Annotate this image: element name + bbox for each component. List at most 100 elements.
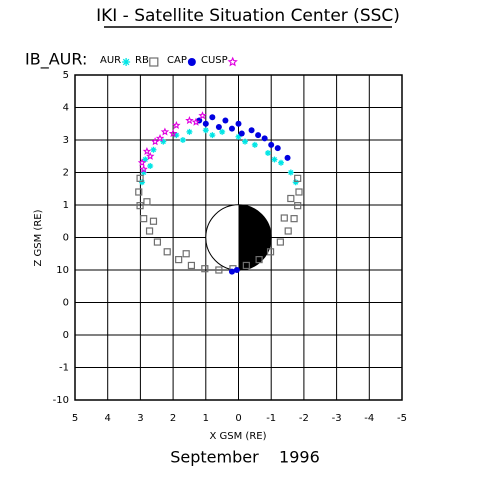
- point: [143, 198, 151, 206]
- point: [186, 128, 193, 135]
- point: [276, 238, 284, 246]
- legend-symbol: [122, 58, 131, 66]
- x-tick-label: -3: [332, 413, 342, 424]
- point: [284, 154, 291, 161]
- y-tick-label: 5: [63, 70, 69, 81]
- point: [290, 215, 298, 223]
- legend-label: CAP: [167, 55, 187, 66]
- point: [146, 151, 155, 160]
- point: [147, 163, 154, 169]
- y-tick-label: -10: [53, 395, 69, 406]
- legend-symbol: [149, 57, 159, 67]
- point: [160, 138, 167, 145]
- y-tick-label: 0: [63, 330, 69, 341]
- y-tick-label: 0: [63, 233, 69, 244]
- point: [155, 133, 165, 142]
- point: [136, 202, 144, 210]
- point: [215, 124, 222, 130]
- point: [264, 150, 271, 156]
- plot-frame: [74, 74, 403, 401]
- x-axis-label: X GSM (RE): [209, 431, 266, 442]
- point: [209, 132, 216, 139]
- point: [248, 127, 255, 134]
- point: [271, 156, 278, 163]
- point: [173, 132, 180, 139]
- point: [135, 188, 143, 196]
- point: [292, 179, 299, 186]
- point: [287, 194, 295, 203]
- point: [228, 268, 235, 275]
- legend-label: AUR: [100, 55, 121, 66]
- point: [202, 120, 209, 127]
- x-tick-label: 1: [203, 413, 209, 424]
- x-tick-label: -1: [266, 413, 276, 424]
- y-tick-label: 4: [63, 103, 69, 114]
- x-tick-label: 3: [137, 413, 143, 424]
- point: [179, 137, 186, 143]
- x-tick-label: 2: [170, 413, 176, 424]
- point: [274, 145, 281, 152]
- point: [140, 215, 148, 223]
- legend-label: CUSP: [201, 55, 228, 66]
- point: [137, 158, 147, 167]
- point: [235, 133, 242, 140]
- point: [202, 127, 209, 134]
- point: [139, 179, 146, 186]
- y-tick-label: 2: [63, 168, 69, 179]
- point: [182, 250, 190, 258]
- point: [168, 129, 178, 138]
- point: [160, 127, 170, 136]
- x-tick-label: 5: [72, 413, 78, 424]
- y-tick-label: 0: [63, 298, 69, 309]
- point: [294, 174, 302, 182]
- point: [255, 256, 263, 264]
- point: [255, 132, 262, 139]
- point: [209, 114, 216, 121]
- point: [187, 261, 196, 270]
- point: [280, 214, 288, 222]
- point: [235, 120, 242, 127]
- x-tick-label: -5: [397, 413, 407, 424]
- earth-night: [238, 204, 272, 271]
- point: [261, 135, 268, 142]
- footer: September 1996: [170, 448, 320, 467]
- point: [233, 267, 240, 273]
- y-tick-label: 10: [56, 265, 69, 276]
- point: [242, 138, 249, 145]
- legend-symbol: [187, 58, 196, 66]
- x-tick-label: 4: [105, 413, 111, 424]
- point: [198, 111, 207, 120]
- point: [145, 227, 154, 235]
- point: [284, 227, 292, 235]
- point: [191, 117, 201, 126]
- point: [294, 202, 302, 210]
- point: [139, 164, 148, 173]
- point: [215, 266, 223, 274]
- point: [295, 188, 303, 196]
- legend-symbol: [227, 56, 238, 67]
- point: [287, 169, 294, 176]
- y-tick-label: -1: [59, 363, 69, 374]
- point: [163, 248, 171, 256]
- point: [150, 137, 160, 146]
- y-tick-label: 1: [63, 200, 69, 211]
- point: [251, 141, 258, 148]
- point: [228, 125, 235, 132]
- point: [266, 248, 275, 256]
- point: [136, 174, 144, 182]
- point: [238, 130, 245, 137]
- point: [219, 128, 226, 135]
- chart-title: IKI - Satellite Situation Center (SSC): [96, 6, 400, 26]
- point: [175, 256, 183, 264]
- x-tick-label: -2: [299, 413, 309, 424]
- x-tick-label: 0: [235, 413, 241, 424]
- point: [185, 116, 194, 125]
- point: [242, 261, 250, 270]
- subtitle: IB_AUR:: [25, 50, 87, 70]
- point: [142, 156, 149, 163]
- point: [222, 117, 229, 124]
- x-tick-label: -4: [364, 413, 374, 424]
- point: [278, 159, 285, 166]
- point: [201, 265, 209, 273]
